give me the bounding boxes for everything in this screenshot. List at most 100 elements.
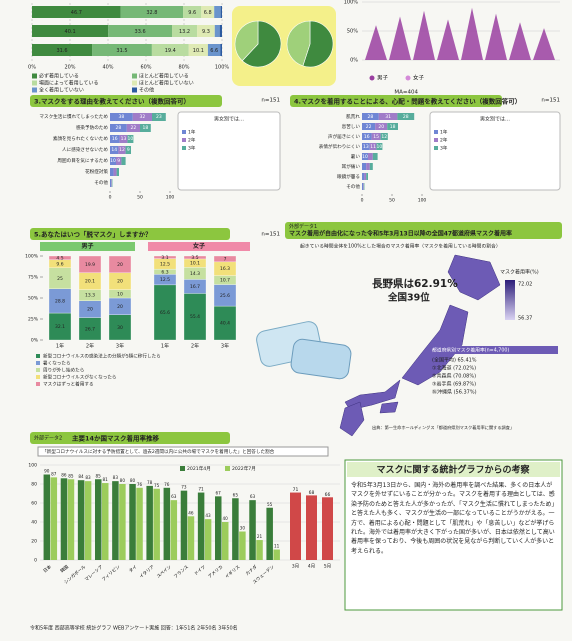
consider-header	[347, 462, 560, 477]
bar-segment	[362, 183, 364, 190]
stats-header	[428, 346, 558, 354]
value-label: 10	[128, 136, 134, 142]
legend-swatch	[182, 138, 186, 142]
value-label: 28	[116, 125, 122, 131]
bar-segment	[219, 25, 222, 37]
bar	[266, 507, 273, 560]
bar	[204, 519, 212, 560]
value-label: 73	[181, 485, 187, 490]
value-label: 13.3	[85, 293, 95, 299]
bar	[95, 479, 102, 560]
headline: 全国39位	[387, 292, 430, 304]
value-label: 80	[130, 478, 136, 483]
stats-title: 都道府県別マスク着用率(n=4,700)	[432, 347, 509, 354]
x-tick-label: 2年	[86, 343, 94, 350]
value-label: 31.6	[56, 48, 67, 54]
x-tick-label: 1年	[56, 343, 64, 350]
bar-segment	[183, 6, 202, 18]
value-label: 13.2	[179, 29, 190, 35]
bar	[84, 481, 92, 560]
note: 起きている時間全体を100%とした場合のマスク着用率（マスクを着用している時間の…	[300, 243, 501, 250]
y-tick-label: 0%	[350, 58, 358, 64]
bar-segment	[32, 6, 121, 18]
legend-label: 2年	[440, 137, 448, 144]
bar	[273, 549, 280, 560]
bar-segment	[140, 124, 151, 132]
japan-map	[339, 254, 501, 437]
value-label: 9.3	[202, 29, 210, 35]
value-label: 16	[364, 134, 370, 140]
category-label: 花粉症対策	[85, 168, 108, 175]
legend-swatch	[132, 73, 137, 79]
value-label: 83	[85, 475, 91, 480]
bar-segment	[119, 135, 128, 143]
value-label: 19.4	[165, 48, 176, 54]
value-label: 81	[103, 477, 109, 482]
triangle-bar	[485, 13, 507, 61]
value-label: 9.6	[56, 261, 63, 267]
legend-swatch	[132, 80, 137, 86]
bar-segment	[213, 255, 237, 263]
bar	[67, 479, 75, 560]
x-tick-label: 100%	[215, 65, 230, 71]
stats-item: ②青森県 (70.08%)	[432, 373, 476, 380]
section-title: 主要14か国マスク着用率推移	[72, 434, 160, 443]
x-tick-label: 韓国	[59, 563, 71, 574]
pie-slice	[241, 20, 282, 68]
value-label: 9	[127, 147, 130, 153]
value-label: 10	[110, 158, 116, 164]
triangle-bar	[389, 16, 411, 60]
value-label: 11	[274, 544, 280, 549]
triangle-bar	[461, 7, 483, 61]
value-label: 20	[117, 304, 123, 310]
y-tick-label: 50%	[347, 29, 358, 35]
value-label: 9	[117, 158, 120, 164]
consider-title: マスクに関する統計グラフからの考察	[376, 464, 530, 476]
category-label: 息苦しい	[342, 123, 361, 130]
category-label: 耳が痛い	[342, 163, 361, 170]
value-label: 68	[309, 490, 315, 496]
y-tick-label: 50%	[28, 296, 39, 302]
n: n=151	[541, 98, 560, 104]
value-label: 26.7	[85, 326, 95, 332]
section-title: 5.あなたはいつ「脱マスク」しますか？	[34, 230, 152, 239]
value-label: 7	[224, 256, 227, 262]
bar-segment	[108, 25, 173, 37]
bar-segment	[110, 168, 114, 176]
pie-slice	[286, 20, 311, 67]
x-tick-label: 0	[109, 195, 112, 201]
x-tick-label: 3年	[221, 343, 229, 350]
category-label: 表情が伝わりにくい	[319, 143, 361, 150]
value-label: 3.5	[191, 255, 198, 261]
legend-label: 全く着用していない	[39, 87, 84, 94]
category-label: その他	[94, 179, 108, 186]
legend-swatch	[36, 375, 40, 379]
bar-segment	[214, 25, 220, 37]
bar-segment	[153, 255, 177, 259]
section-tag: 外部データ1	[289, 223, 317, 230]
value-label: 6.3	[161, 269, 168, 275]
bar-segment	[120, 6, 184, 18]
legend-label: その他	[139, 87, 154, 94]
x-tick-label: 50	[137, 195, 143, 201]
y-tick-label: 100%	[344, 0, 359, 6]
inset-box	[177, 111, 281, 191]
stats-item: (全国平均) 65.41%	[432, 357, 477, 364]
triangle-bar	[365, 25, 387, 60]
stats-item: ⑯沖縄県 (56.37%)	[432, 389, 477, 396]
value-label: 13	[121, 136, 127, 142]
legend-swatch	[182, 130, 186, 134]
bar	[119, 484, 126, 560]
bar	[77, 480, 85, 560]
value-label: 9.6	[188, 10, 196, 16]
n: n=151	[261, 98, 280, 104]
x-tick-label: 40%	[102, 65, 113, 71]
value-label: 20	[378, 124, 384, 130]
x-tick-label: タイ	[127, 563, 138, 574]
x-tick-label: 80%	[178, 65, 189, 71]
pie-slice	[234, 20, 259, 62]
bar	[232, 498, 239, 560]
legend-label: 2022年7月	[232, 465, 256, 472]
x-tick-label: フランス	[173, 564, 190, 580]
